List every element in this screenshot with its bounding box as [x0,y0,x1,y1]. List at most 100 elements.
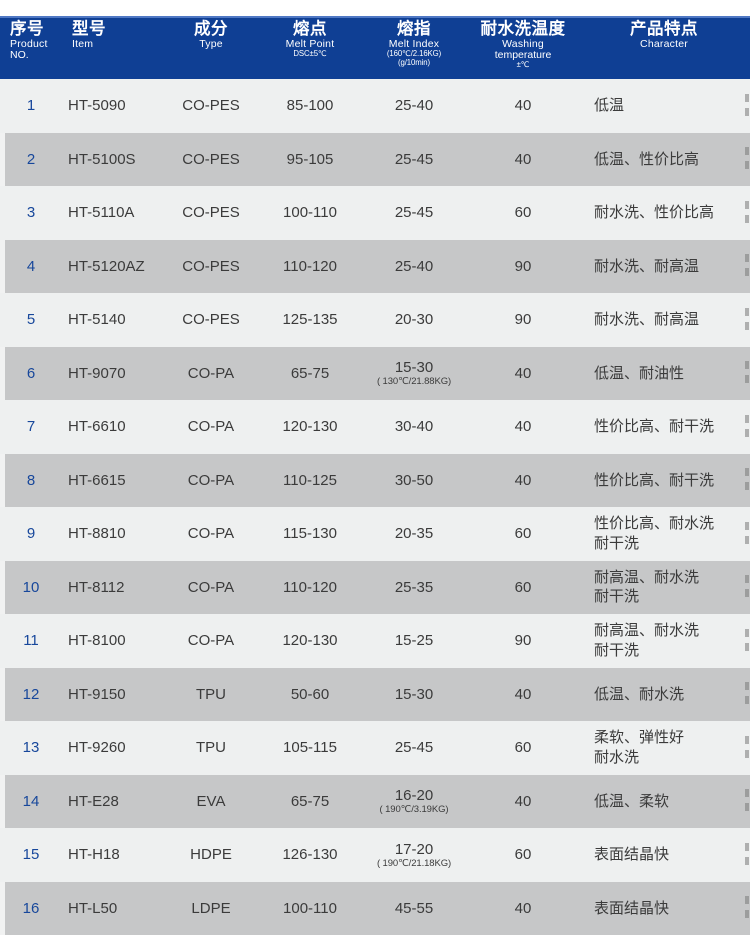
row-left-inset [0,346,5,400]
cell-melt-index: 25-40 [360,96,468,115]
cell-melt-index: 30-40 [360,417,468,436]
cell-washing-temperature: 40 [514,97,532,115]
header-cn-label: 序号 [10,20,44,38]
cell-product-no: 14 [22,792,40,810]
character-line-1: 低温、耐油性 [594,364,685,382]
cell-character: 低温、性价比高 [578,150,750,170]
melt-index-value: 25-35 [394,578,434,596]
cell-product-no: 4 [26,257,36,275]
cell-item: HT-8100 [68,632,126,650]
cell-washing-temperature: 40 [514,471,532,489]
header-col-type: 成分 Type [162,18,260,50]
cell-melt-point: 110-125 [283,471,337,489]
cell-product-no: 1 [26,97,36,115]
table-row: 15 HT-H18 HDPE 126-130 17-20( 190℃/21.18KG) 6… [0,828,750,882]
cell-melt-point: 50-60 [290,685,330,703]
header-sub-label: DSC±5℃ [293,49,327,59]
cell-item: HT-H18 [68,846,120,864]
row-left-inset [0,79,5,133]
table-row: 7 HT-6610 CO-PA 120-130 30-40 40 性价比高、耐干洗 [0,400,750,454]
cell-melt-index: 30-50 [360,471,468,490]
cell-melt-point: 110-120 [283,578,337,596]
row-left-inset [0,560,5,614]
cell-product-no: 16 [22,899,40,917]
melt-index-value: 25-40 [394,257,434,275]
header-sub-label-unit: (g/10min) [397,57,431,67]
cell-character: 表面结晶快 [578,845,750,865]
cell-item: HT-6610 [68,418,126,436]
cell-product-no: 3 [26,204,36,222]
character-line-2: 耐干洗 [594,534,640,552]
cell-washing-temperature: 40 [514,418,532,436]
cell-melt-point: 100-110 [283,899,337,917]
melt-index-value: 15-25 [394,632,434,650]
cell-product-no: 6 [26,364,36,382]
cell-melt-point: 105-115 [283,739,337,757]
header-col-melt-point: 熔点 Melt Point DSC±5℃ [260,18,360,59]
cell-item: HT-5110A [68,204,135,222]
row-left-inset [0,667,5,721]
cell-character: 低温、耐水洗 [578,685,750,705]
cell-washing-temperature: 40 [514,150,532,168]
cell-melt-point: 100-110 [283,204,337,222]
melt-index-condition: ( 190℃/21.18KG) [376,857,452,869]
header-en-label-2: NO. [10,49,29,62]
header-en-label: Item [72,37,94,50]
header-cn-label: 熔点 [293,20,327,38]
cell-washing-temperature: 40 [514,899,532,917]
character-line-1: 耐高温、耐水洗 [594,622,700,640]
table-header: 序号 Product NO. 型号 Item 成分 Type 熔点 Melt P… [0,16,750,79]
cell-melt-point: 65-75 [290,364,330,382]
cell-character: 耐高温、耐水洗 耐干洗 [578,621,750,660]
cell-character: 性价比高、耐水洗 耐干洗 [578,514,750,553]
cell-product-no: 15 [22,846,40,864]
header-en-label: Washing [502,37,544,50]
cell-product-no: 10 [22,578,40,596]
cell-item: HT-9150 [68,685,126,703]
cell-melt-point: 120-130 [282,632,338,650]
melt-index-value: 17-20 [394,840,434,858]
cell-item: HT-5120AZ [68,257,145,275]
cell-type: CO-PA [187,525,235,543]
cell-type: CO-PES [182,150,240,168]
header-en-label: Melt Index [388,37,440,50]
table-row: 13 HT-9260 TPU 105-115 25-45 60 柔软、弹性好 耐水洗 [0,721,750,775]
header-en-label: Melt Point [285,37,335,50]
melt-index-value: 25-45 [394,204,434,222]
cell-washing-temperature: 90 [514,632,532,650]
character-line-2: 耐干洗 [594,588,640,606]
character-line-1: 耐水洗、性价比高 [594,204,715,221]
cell-melt-point: 125-135 [282,311,338,329]
top-gutter [0,0,750,16]
character-line-1: 低温、耐水洗 [594,685,685,703]
header-col-melt-index: 熔指 Melt Index (160℃/2.16KG) (g/10min) [360,18,468,67]
character-line-1: 耐高温、耐水洗 [594,568,700,586]
cell-melt-point: 120-130 [282,418,338,436]
melt-index-value: 25-40 [394,97,434,115]
character-line-1: 低温 [594,97,625,114]
melt-index-value: 16-20 [394,787,434,805]
melt-index-condition: ( 130℃/21.88KG) [376,376,452,388]
cell-type: CO-PA [187,364,235,382]
row-left-inset [0,239,5,293]
header-en-label: Character [640,37,688,50]
table-row: 16 HT-L50 LDPE 100-110 45-55 40 表面结晶快 [0,881,750,935]
table-row: 11 HT-8100 CO-PA 120-130 15-25 90 耐高温、耐水洗 耐干洗 [0,614,750,668]
cell-type: LDPE [191,899,231,917]
table-row: 2 HT-5100S CO-PES 95-105 25-45 40 低温、性价比高 [0,132,750,186]
cell-item: HT-E28 [68,792,119,810]
table-row: 1 HT-5090 CO-PES 85-100 25-40 40 低温 [0,79,750,133]
melt-index-value: 45-55 [394,899,434,917]
cell-melt-index: 16-20( 190℃/3.19KG) [360,786,468,816]
header-cn-label: 熔指 [397,20,431,38]
cell-item: HT-5140 [68,311,126,329]
cell-type: CO-PES [182,97,240,115]
character-line-1: 低温、柔软 [594,792,670,810]
melt-index-value: 20-30 [394,311,434,329]
cell-character: 表面结晶快 [578,899,750,919]
cell-type: TPU [196,685,226,703]
cell-product-no: 2 [26,150,36,168]
header-cn-label: 耐水洗温度 [480,20,566,38]
cell-melt-point: 115-130 [283,525,337,543]
row-left-inset [0,453,5,507]
